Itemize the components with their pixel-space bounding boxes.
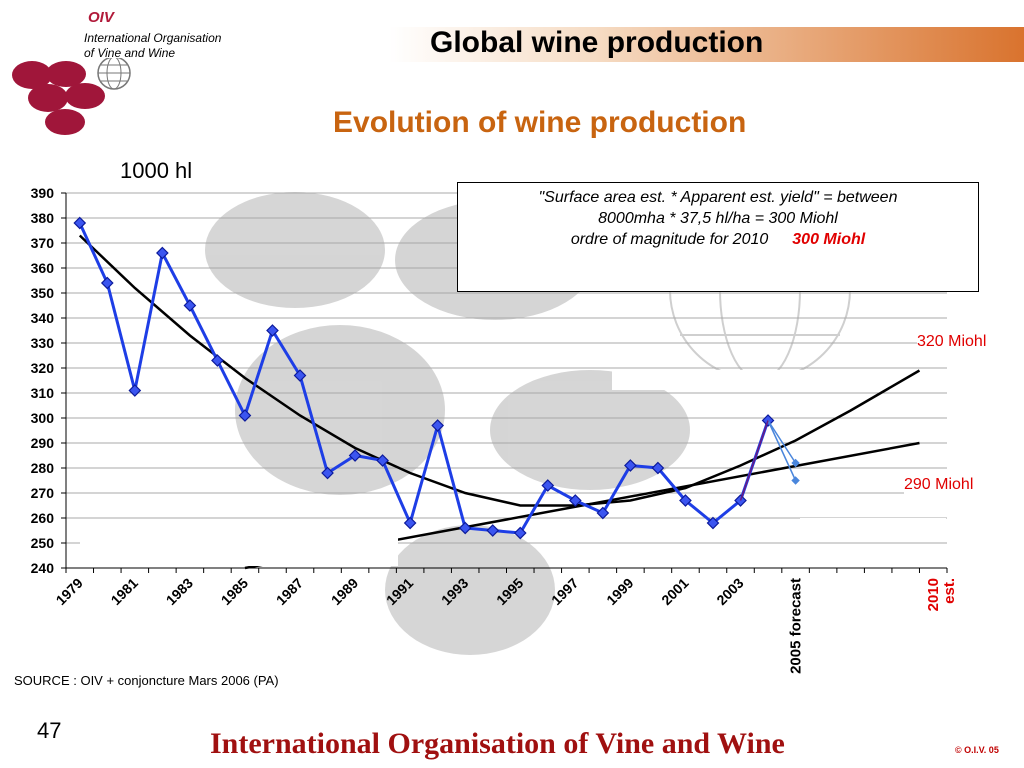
- page-number: 47: [37, 718, 62, 743]
- x-tick-label-2: 1981: [108, 575, 141, 608]
- slide-title: Evolution of wine production: [333, 106, 747, 139]
- logo-line-1: International Organisation: [84, 31, 222, 45]
- x-tick-label-20: 1999: [603, 575, 636, 608]
- trend-lines: [78, 234, 946, 570]
- y-tick-label-330: 330: [31, 335, 55, 351]
- y-tick-label-240: 240: [31, 560, 55, 576]
- data-point-17: [541, 479, 555, 492]
- source-note: SOURCE : OIV + conjoncture Mars 2006 (PA…: [14, 673, 279, 688]
- data-point-18: [568, 494, 582, 507]
- data-point-23: [706, 516, 720, 530]
- logo-abbrev: OIV: [88, 9, 114, 26]
- x-tick-label-22: 2001: [658, 575, 691, 608]
- y-tick-labels: 240 250 260 270 280 290 300 310 320 330 340 350 360 3…: [31, 185, 55, 576]
- data-point-19: [596, 506, 610, 520]
- data-point-0: [73, 216, 87, 230]
- x-tick-label-4: 1983: [163, 575, 196, 608]
- y-tick-label-290: 290: [31, 435, 55, 451]
- x-tick-label-0: 1979: [53, 575, 86, 608]
- series-line-forecast-high: [767, 420, 797, 464]
- occlusion-patch-left: [80, 520, 398, 566]
- x-tick-label-24: 2003: [713, 575, 746, 608]
- y-tick-label-310: 310: [31, 385, 55, 401]
- y-tick-label-320: 320: [31, 360, 55, 376]
- forecast-point-forecast-low: [791, 476, 800, 485]
- series-line-bridge: [739, 420, 769, 501]
- data-point-9: [321, 466, 334, 480]
- note-highlight: 300 Miohl: [792, 231, 866, 248]
- x-tick-label-6: 1985: [218, 575, 251, 608]
- data-point-20: [624, 459, 637, 472]
- y-tick-label-390: 390: [31, 185, 55, 201]
- y-tick-label-280: 280: [31, 460, 55, 476]
- oiv-logo-icon: [12, 58, 131, 135]
- x-tick-label-10: 1989: [328, 575, 361, 608]
- y-axis-unit: 1000 hl: [120, 158, 193, 183]
- data-point-22: [679, 494, 692, 507]
- data-point-8: [293, 369, 307, 382]
- header-title: Global wine production: [430, 26, 764, 59]
- data-point-11: [376, 454, 389, 467]
- forecast-point-forecast-high: [791, 458, 800, 468]
- data-point-5: [211, 354, 224, 367]
- note-line-3: ordre of magnitude for 2010: [570, 231, 769, 248]
- logo-line-2: of Vine and Wine: [84, 46, 176, 60]
- header-band: [0, 27, 1024, 62]
- data-point-13: [431, 419, 445, 432]
- occlusion-patch-mid: [612, 370, 860, 390]
- x-tick-label-31: 2010est.: [925, 578, 958, 611]
- data-point-4: [183, 299, 197, 312]
- axes: [61, 192, 948, 573]
- x-tick-label-8: 1987: [273, 575, 306, 608]
- data-point-2: [128, 384, 142, 397]
- data-point-1: [100, 276, 114, 290]
- occlusion-patch-right: [800, 518, 946, 538]
- annotation-290: 290 Miohl: [904, 476, 974, 494]
- y-tick-label-300: 300: [31, 410, 55, 426]
- data-point-7: [266, 324, 279, 337]
- y-tick-label-270: 270: [31, 485, 55, 501]
- data-point-21: [651, 461, 665, 475]
- data-point-6: [238, 409, 252, 422]
- annotation-320: 320 Miohl: [917, 333, 987, 351]
- estimate-note: "Surface area est. * Apparent est. yield…: [457, 182, 979, 292]
- data-point-14: [458, 521, 472, 535]
- copyright: © O.I.V. 05: [955, 745, 999, 755]
- data-point-16: [513, 526, 527, 540]
- y-tick-label-380: 380: [31, 210, 55, 226]
- note-line-1: "Surface area est. * Apparent est. yield…: [538, 189, 898, 206]
- data-point-12: [403, 516, 417, 530]
- y-tick-label-260: 260: [31, 510, 55, 526]
- note-line-2: 8000mha * 37,5 hl/ha = 300 Miohl: [598, 210, 838, 227]
- data-point-15: [486, 524, 500, 537]
- y-tick-label-340: 340: [31, 310, 55, 326]
- data-series: [73, 216, 800, 540]
- y-tick-label-250: 250: [31, 535, 55, 551]
- y-tick-label-370: 370: [31, 235, 55, 251]
- y-tick-label-350: 350: [31, 285, 55, 301]
- footer-organisation: International Organisation of Vine and W…: [210, 727, 785, 760]
- data-point-10: [348, 449, 362, 462]
- x-tick-label-26: 2005 forecast: [788, 578, 805, 674]
- series-line-forecast-low: [767, 420, 797, 481]
- data-point-3: [156, 246, 169, 260]
- y-tick-label-360: 360: [31, 260, 55, 276]
